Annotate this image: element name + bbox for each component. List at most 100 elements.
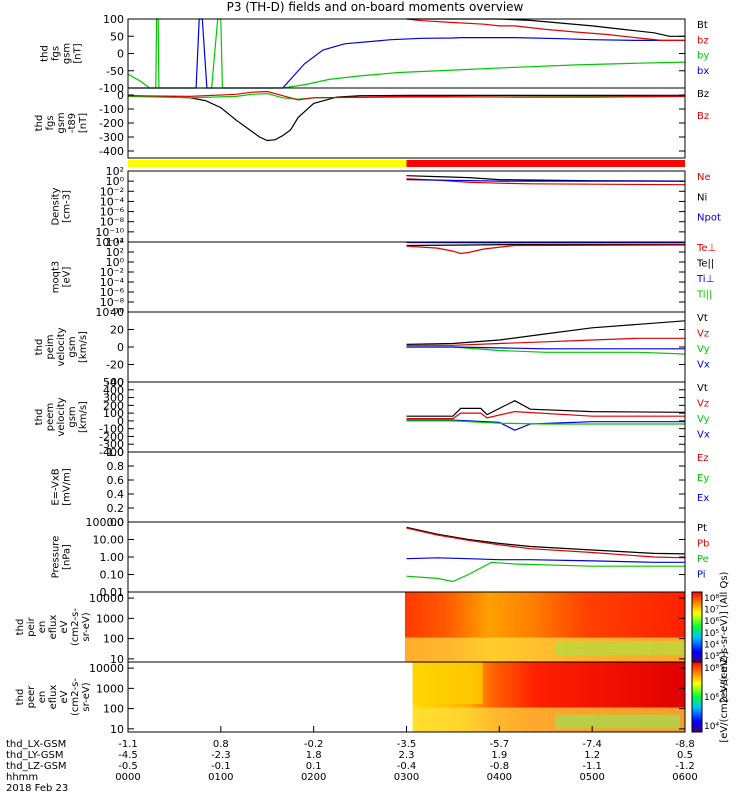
peem-series-0 xyxy=(406,400,686,417)
peir-ytick-label-2: 100 xyxy=(103,633,124,646)
peim-ylabel-3: gsm xyxy=(67,336,78,357)
fgs-panel xyxy=(127,18,686,89)
fgs-legend-0: Bt xyxy=(697,20,708,31)
xaxis-value-0-1: 0.8 xyxy=(213,739,229,750)
temp-legend-1: Te|| xyxy=(696,259,714,270)
efield-ytick-label-0: 1.0 xyxy=(107,446,125,459)
efield-ytick-label-5: 0.0 xyxy=(107,516,125,529)
xaxis-date: 2018 Feb 23 xyxy=(6,783,68,794)
xaxis-row-label-2: thd_LZ-GSM xyxy=(6,761,67,772)
density-panel xyxy=(127,170,686,243)
pressure-legend-3: Pi xyxy=(697,570,706,581)
peir-colorbar-tick-2: 10⁶ xyxy=(704,617,719,627)
peim-ylabel-2: velocity xyxy=(56,327,67,366)
fgs-ylabel-2: gsm xyxy=(62,43,73,64)
pressure-legend-1: Pb xyxy=(697,539,709,550)
peem-ytick-label-5: 0 xyxy=(117,415,124,428)
peem-ytick-label-6: -100 xyxy=(99,423,124,436)
xaxis-value-3-4: 0400 xyxy=(487,772,512,783)
peer-ylabel-5: (cm2-s- xyxy=(70,678,81,716)
efield-legend-2: Ex xyxy=(697,493,709,504)
temp-ylabel-1: [eV] xyxy=(62,267,73,288)
peir-ylabel-2: en xyxy=(37,621,48,634)
xaxis-value-1-3: 2.3 xyxy=(399,750,415,761)
peer-panel xyxy=(127,661,686,733)
peer-ylabel-1: peer xyxy=(26,685,37,709)
pressure-series-3 xyxy=(406,561,685,583)
fgs_dsl-ytick-label-3: -300 xyxy=(99,131,124,144)
peer-colorbar-tick-1: 10⁶ xyxy=(704,693,719,703)
temp-ytick-label-3: 10⁻² xyxy=(100,266,124,279)
xaxis-value-2-3: -0.4 xyxy=(397,761,417,772)
pressure-series-0 xyxy=(406,526,686,555)
pressure-legend-0: Pt xyxy=(697,523,707,534)
peim-panel xyxy=(127,311,686,383)
pressure-legend-2: Pe xyxy=(697,554,709,565)
peir-panel xyxy=(127,591,686,663)
fgs_dsl-frame xyxy=(127,87,686,159)
peim-series-3 xyxy=(406,346,685,350)
fgs_dsl-legend-1: Bz xyxy=(697,111,709,122)
xaxis-value-1-2: 1.8 xyxy=(306,750,322,761)
peem-ytick-label-9: -400 xyxy=(99,446,124,459)
peir-colorbar-tick-0: 10⁸ xyxy=(704,594,719,604)
efield-ylabel-1: [mV/m] xyxy=(62,468,73,506)
peir-colorbar-label: [eV/(cm2-s-sr-eV)] (All Qs) xyxy=(719,571,730,702)
peem-ytick-label-1: 400 xyxy=(103,384,124,397)
density-legend-2: Npot xyxy=(697,213,721,224)
density-legend-1: Ni xyxy=(697,192,707,203)
xaxis-row-label-1: thd_LY-GSM xyxy=(6,750,63,761)
fgs_dsl-ylabel-3: -t89 xyxy=(67,113,78,133)
efield-ytick-label-1: 0.8 xyxy=(107,460,125,473)
density-ytick-label-7: 10⁻¹² xyxy=(95,236,124,249)
peem-ytick-label-4: 100 xyxy=(103,407,124,420)
peem-series-2 xyxy=(406,419,685,431)
peim-ytick-label-2: 0 xyxy=(117,341,124,354)
xaxis-row-label-0: thd_LX-GSM xyxy=(6,739,66,750)
peir-ytick-label-0: 10000 xyxy=(89,592,124,605)
fgs_dsl-ytick-label-2: -200 xyxy=(99,117,124,130)
pressure-ytick-label-0: 100.00 xyxy=(86,516,125,529)
peer-ylabel-4: eV xyxy=(59,690,70,703)
temp-legend-0: Te⊥ xyxy=(696,243,716,254)
temp-frame xyxy=(127,241,686,313)
peer-green-band xyxy=(555,714,680,729)
fgs-ylabel-1: fgs xyxy=(51,46,62,61)
efield-ytick-label-2: 0.6 xyxy=(107,474,125,487)
fgs_dsl-ytick-label-1: -100 xyxy=(99,103,124,116)
efield-ytick-label-4: 0.2 xyxy=(107,502,125,515)
peem-panel xyxy=(127,381,686,453)
fgs-series-1 xyxy=(127,18,686,89)
efield-legend-0: Ez xyxy=(697,453,709,464)
density-ytick-label-6: 10⁻¹⁰ xyxy=(95,226,124,239)
peem-ylabel-2: velocity xyxy=(56,397,67,436)
peem-legend-2: Vy xyxy=(697,414,710,425)
pressure-ytick-label-2: 1.00 xyxy=(100,551,125,564)
density-ytick-label-5: 10⁻⁸ xyxy=(100,216,125,229)
temp-ytick-label-6: 10⁻⁸ xyxy=(100,296,125,309)
peem-ytick-label-0: 500 xyxy=(103,376,124,389)
peer-yellow-region xyxy=(412,662,483,704)
peem-ytick-label-8: -300 xyxy=(99,438,124,451)
peim-legend-2: Vy xyxy=(697,344,710,355)
xaxis-value-2-0: -0.5 xyxy=(118,761,138,772)
segment-bar-second xyxy=(406,160,685,167)
peer-ytick-label-3: 10 xyxy=(110,723,124,736)
pressure-ytick-label-3: 0.10 xyxy=(100,569,125,582)
xaxis-value-0-5: -7.4 xyxy=(582,739,602,750)
xaxis-value-0-4: -5.7 xyxy=(490,739,510,750)
density-ytick-label-2: 10⁻² xyxy=(100,185,124,198)
efield-ytick-label-3: 0.4 xyxy=(107,488,125,501)
peem-series-3 xyxy=(406,420,685,425)
peem-frame xyxy=(127,381,686,453)
pressure-series-1 xyxy=(406,527,686,559)
peim-ylabel-1: peim xyxy=(45,334,56,359)
peim-ytick-label-0: 40 xyxy=(110,306,124,319)
peer-ytick-label-0: 10000 xyxy=(89,662,124,675)
peir-ylabel-5: (cm2-s- xyxy=(70,608,81,646)
temp-legend-2: Ti⊥ xyxy=(696,274,714,285)
peim-legend-3: Vx xyxy=(697,360,710,371)
density-ylabel-1: [cm-3] xyxy=(62,190,73,223)
chart-title: P3 (TH-D) fields and on-board moments ov… xyxy=(226,0,524,14)
fgs-ytick-label-4: -100 xyxy=(99,82,124,95)
